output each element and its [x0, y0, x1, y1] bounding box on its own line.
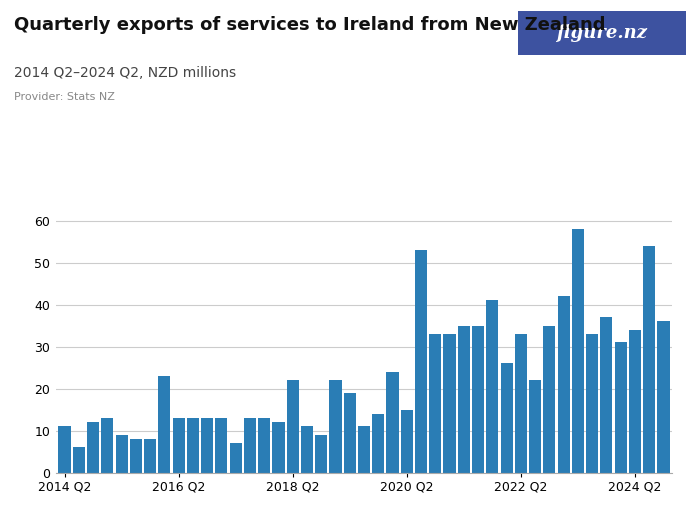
Bar	[59, 426, 71, 472]
Bar	[444, 334, 456, 472]
Bar	[572, 229, 584, 472]
Bar	[173, 418, 185, 472]
Bar	[514, 334, 527, 472]
Bar	[187, 418, 199, 472]
Bar	[130, 439, 142, 472]
Bar	[415, 250, 427, 472]
Bar	[586, 334, 598, 472]
Bar	[558, 296, 570, 472]
Bar	[372, 414, 384, 473]
Bar	[358, 426, 370, 472]
Text: Provider: Stats NZ: Provider: Stats NZ	[14, 92, 115, 102]
Bar	[601, 317, 612, 472]
Bar	[615, 342, 626, 472]
Bar	[301, 426, 313, 472]
Bar	[330, 380, 342, 472]
Bar	[216, 418, 228, 472]
Bar	[201, 418, 214, 472]
Bar	[87, 422, 99, 472]
Text: Quarterly exports of services to Ireland from New Zealand: Quarterly exports of services to Ireland…	[14, 16, 606, 34]
Bar	[486, 300, 498, 472]
Bar	[472, 326, 484, 472]
Bar	[315, 435, 328, 472]
Bar	[386, 372, 398, 472]
Text: 2014 Q2–2024 Q2, NZD millions: 2014 Q2–2024 Q2, NZD millions	[14, 66, 236, 80]
Bar	[258, 418, 270, 472]
Bar	[286, 380, 299, 472]
Bar	[657, 321, 669, 472]
Bar	[529, 380, 541, 472]
Bar	[116, 435, 127, 472]
Bar	[543, 326, 555, 472]
Bar	[244, 418, 256, 472]
Bar	[344, 393, 356, 472]
Bar	[158, 376, 170, 472]
Bar	[629, 330, 641, 472]
Text: figure.nz: figure.nz	[556, 24, 648, 42]
Bar	[458, 326, 470, 472]
Bar	[102, 418, 113, 472]
Bar	[230, 443, 242, 472]
Bar	[400, 410, 413, 472]
Bar	[144, 439, 156, 472]
Bar	[500, 363, 512, 472]
Bar	[643, 246, 655, 472]
Bar	[73, 447, 85, 473]
Bar	[429, 334, 442, 472]
Bar	[272, 422, 284, 472]
